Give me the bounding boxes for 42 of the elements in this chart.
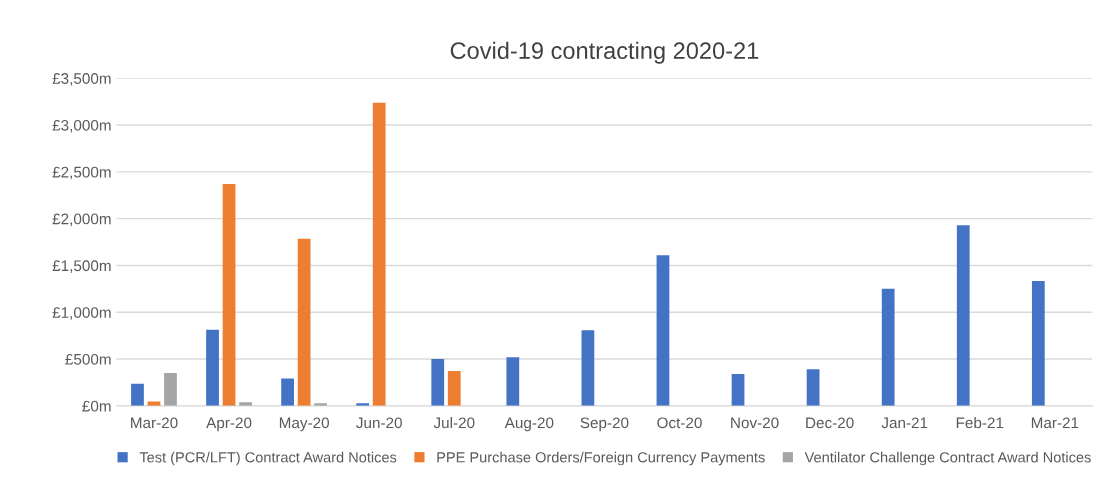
bar [131, 383, 144, 406]
bar [431, 359, 445, 406]
x-tick-label: Apr-20 [206, 417, 252, 432]
x-tick-label: Jan-21 [881, 417, 928, 429]
x-tick-label: Dec-20 [806, 417, 854, 429]
bar [506, 357, 520, 406]
x-tick-label: Feb-21 [956, 416, 1004, 429]
legend-label: Ventilator Challenge Contract Award Notices [804, 451, 1091, 466]
bar [656, 255, 670, 406]
x-tick-label: Sep-20 [580, 417, 629, 432]
x-tick-label: Jun-20 [356, 417, 402, 429]
bar [1031, 281, 1045, 406]
x-tick-label: Nov-20 [731, 417, 779, 429]
y-tick-label: £1,000m [52, 307, 111, 320]
bar [581, 330, 595, 406]
x-tick-label: Aug-20 [504, 417, 554, 432]
y-tick-label: £3,000m [52, 119, 111, 133]
bar [372, 102, 386, 406]
bar [447, 370, 461, 406]
y-tick-label: £1,500m [52, 260, 111, 273]
y-tick-label: £2,000m [52, 213, 111, 227]
legend-label: Test (PCR/LFT) Contract Award Notices [139, 451, 397, 466]
y-tick-label: £0m [82, 400, 111, 412]
bar [956, 225, 970, 406]
x-tick-label: Mar-21 [1031, 417, 1079, 429]
y-tick-label: £3,500m [52, 73, 111, 86]
y-tick-label: £2,500m [52, 166, 111, 180]
bar [281, 378, 294, 406]
bar [731, 373, 745, 406]
x-tick-label: Jul-20 [433, 416, 475, 429]
legend-label: PPE Purchase Orders/Foreign Currency Payments [437, 451, 765, 466]
x-tick-label: Oct-20 [657, 417, 702, 429]
bar [206, 329, 219, 406]
y-tick-label: £500m [65, 353, 111, 365]
chart-title: Covid-19 contracting 2020-21 [450, 41, 759, 64]
x-tick-label: Mar-20 [131, 417, 178, 429]
bar [297, 238, 311, 406]
x-tick-label: May-20 [279, 417, 329, 432]
bar [881, 288, 895, 406]
bar [806, 369, 820, 406]
bar [164, 373, 177, 406]
bar [222, 184, 236, 406]
